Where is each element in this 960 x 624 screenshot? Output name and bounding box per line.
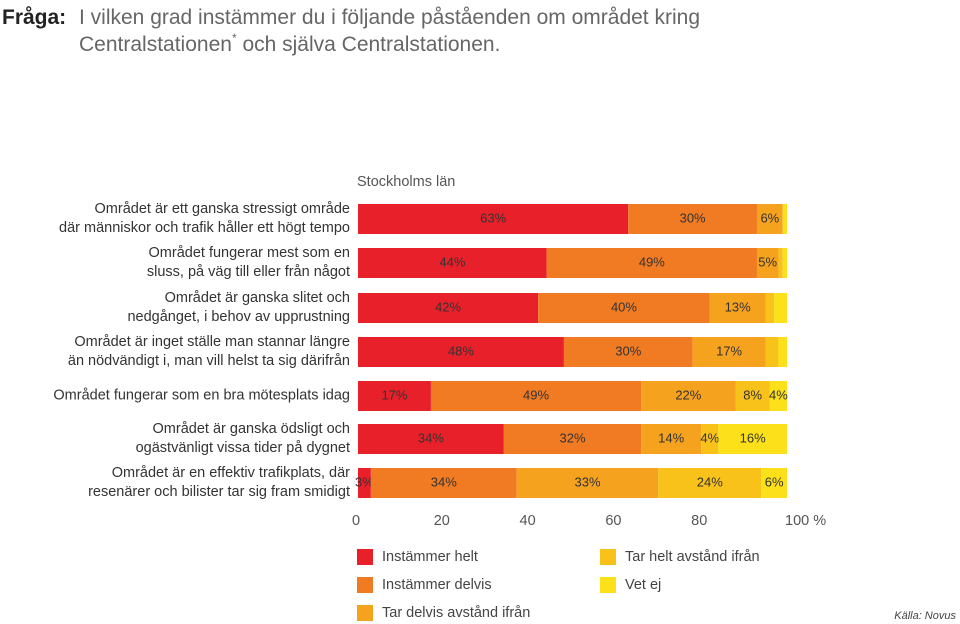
value-label: 42% [435, 299, 461, 314]
bar-segment [538, 293, 710, 323]
legend-label: Instämmer delvis [382, 577, 492, 593]
bar-segment [358, 293, 539, 323]
bar-segment [782, 204, 787, 234]
category-label: Området är en effektiv trafikplats, där … [88, 465, 350, 500]
footnote-mark: * [231, 31, 237, 45]
bar-segment [358, 468, 371, 498]
bar-segment [430, 381, 642, 411]
question-line: Centralstationen* och själva Centralstat… [79, 31, 700, 58]
legend-label: Vet ej [625, 577, 661, 593]
legend-swatch [357, 549, 373, 565]
bar-segment [765, 337, 779, 367]
bar-segment [701, 424, 719, 454]
category-label: Området är ganska ödsligt och ogästvänli… [135, 421, 350, 456]
legend-label: Tar delvis avstånd ifrån [382, 605, 530, 621]
bar-segment [503, 424, 642, 454]
value-label: 17% [381, 387, 407, 402]
x-tick-label: 40 [520, 513, 536, 529]
bar-segment [358, 337, 564, 367]
value-label: 30% [680, 210, 706, 225]
value-label: 4% [769, 387, 788, 402]
x-tick-label: 0 [352, 513, 360, 529]
value-label: 17% [716, 343, 742, 358]
bar-segment [641, 381, 736, 411]
category-label: Området fungerar som en bra mötesplats i… [53, 387, 350, 404]
bar-segment [546, 248, 757, 278]
value-label: 34% [431, 474, 457, 489]
bar-segment [628, 204, 757, 234]
value-label: 16% [740, 430, 766, 445]
value-label: 32% [559, 430, 585, 445]
legend-label: Instämmer helt [382, 549, 478, 565]
bar-segment [735, 381, 770, 411]
value-label: 30% [615, 343, 641, 358]
bar-segment [658, 468, 762, 498]
subtitle: Stockholms län [357, 174, 455, 190]
source: Källa: Novus [894, 610, 956, 622]
value-label: 3% [355, 474, 374, 489]
value-label: 14% [658, 430, 684, 445]
value-label: 22% [675, 387, 701, 402]
value-label: 49% [523, 387, 549, 402]
value-label: 6% [760, 210, 779, 225]
bar-segment [358, 424, 504, 454]
legend-swatch [357, 577, 373, 593]
question-label: Fråga: [2, 6, 67, 29]
bar-segment [709, 293, 766, 323]
legend-swatch [357, 605, 373, 621]
bar-segment [778, 337, 787, 367]
bar-segment [516, 468, 659, 498]
bar-segment [756, 248, 779, 278]
value-label: 63% [480, 210, 506, 225]
bar-segment [774, 293, 787, 323]
value-label: 6% [765, 474, 784, 489]
bar-segment [692, 337, 766, 367]
value-label: 5% [758, 254, 777, 269]
bar-segment [756, 204, 783, 234]
bar-segment [778, 248, 783, 278]
value-label: 44% [439, 254, 465, 269]
category-label: Området är inget ställe man stannar läng… [67, 334, 350, 369]
value-label: 34% [418, 430, 444, 445]
question: I vilken grad instämmer du i följande på… [79, 4, 700, 58]
x-tick-label: 80 [691, 513, 707, 529]
question-part: Centralstationen [79, 33, 232, 56]
legend-swatch [600, 549, 616, 565]
category-label: Området fungerar mest som en sluss, på v… [146, 245, 350, 280]
legend-label: Tar helt avstånd ifrån [625, 549, 760, 565]
x-tick-label: 100 % [785, 513, 826, 529]
legend-swatch [600, 577, 616, 593]
value-label: 40% [611, 299, 637, 314]
value-label: 13% [725, 299, 751, 314]
x-tick-label: 20 [434, 513, 450, 529]
value-label: 24% [697, 474, 723, 489]
bar-segment [761, 468, 787, 498]
value-label: 4% [700, 430, 719, 445]
category-label: Området är ett ganska stressigt område d… [59, 201, 350, 236]
value-label: 33% [574, 474, 600, 489]
bar-segment [358, 204, 629, 234]
bar-segment [769, 381, 787, 411]
bar-segment [641, 424, 702, 454]
value-label: 49% [639, 254, 665, 269]
value-label: 48% [448, 343, 474, 358]
category-label: Området är ganska slitet och nedgånget, … [127, 290, 350, 325]
bar-segment [563, 337, 693, 367]
x-tick-label: 60 [605, 513, 621, 529]
question-line: I vilken grad instämmer du i följande på… [79, 6, 700, 29]
question-part: och själva Centralstationen. [236, 33, 501, 56]
bar-segment [782, 248, 787, 278]
value-label: 8% [743, 387, 762, 402]
bar-segment [718, 424, 787, 454]
bar-segment [765, 293, 775, 323]
bar-segment [358, 248, 547, 278]
bar-segment [358, 381, 431, 411]
bar-segment [370, 468, 517, 498]
